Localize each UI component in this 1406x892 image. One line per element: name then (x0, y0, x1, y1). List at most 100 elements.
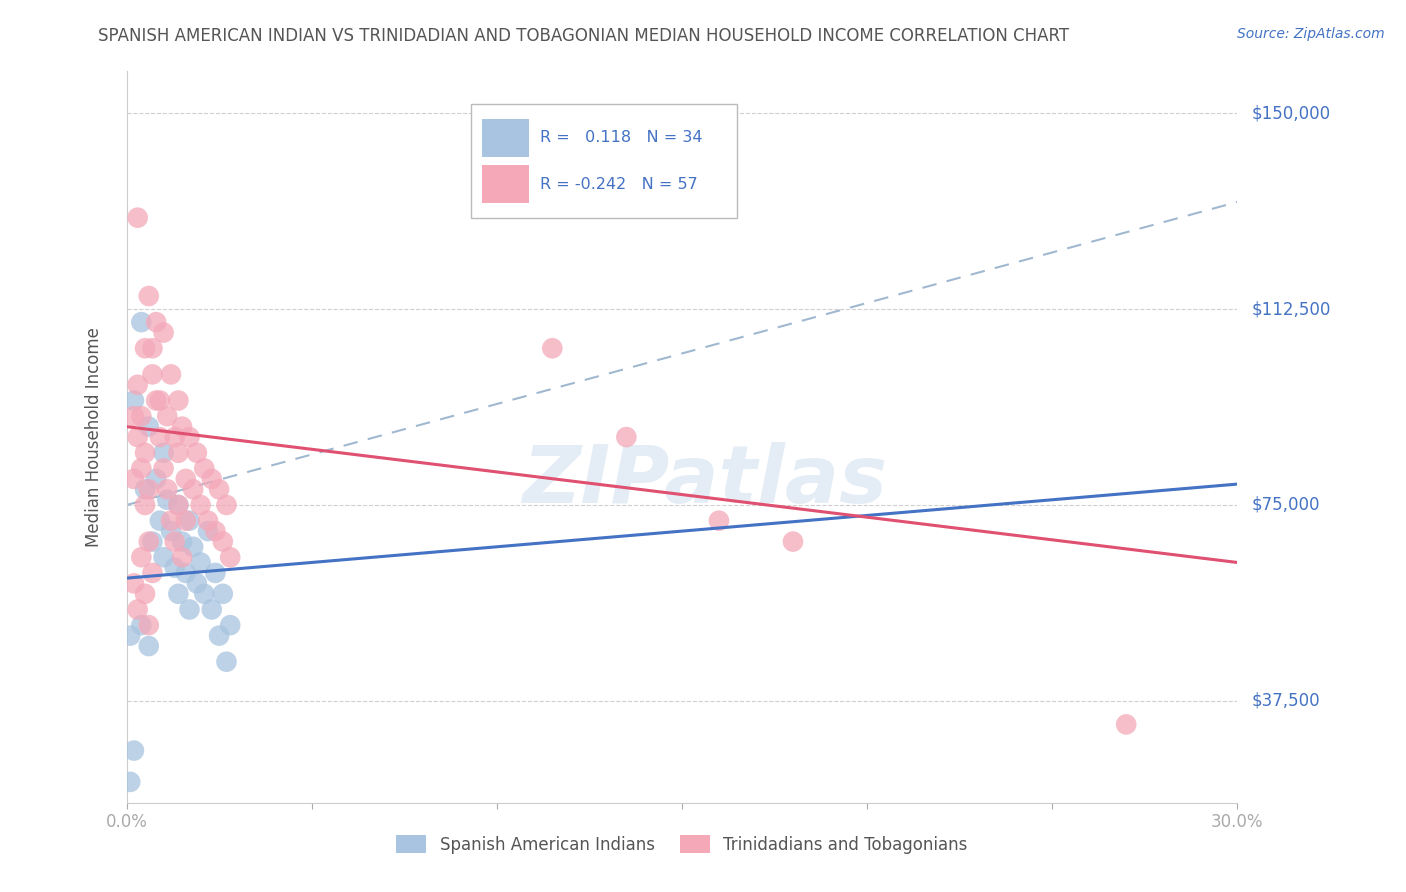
Point (160, 514, 183, 528)
Point (131, 618, 153, 632)
FancyBboxPatch shape (482, 165, 529, 203)
Point (149, 430, 172, 444)
Point (156, 483, 179, 497)
Point (141, 534, 163, 549)
Point (152, 446, 174, 460)
Point (208, 629, 231, 643)
Point (172, 550, 194, 565)
Point (120, 775, 142, 789)
Point (127, 211, 149, 225)
Point (149, 393, 172, 408)
Point (134, 498, 156, 512)
Point (122, 743, 145, 757)
Point (134, 587, 156, 601)
Point (186, 446, 208, 460)
Point (138, 639, 160, 653)
Point (193, 587, 215, 601)
Point (219, 550, 242, 565)
Point (131, 315, 153, 329)
Point (131, 409, 153, 424)
Point (707, 514, 730, 528)
Point (541, 341, 564, 355)
Point (145, 315, 167, 329)
Point (156, 492, 179, 507)
Point (172, 534, 194, 549)
Text: $150,000: $150,000 (1251, 104, 1330, 122)
Point (163, 560, 186, 574)
Point (204, 566, 226, 580)
Point (127, 377, 149, 392)
Point (138, 419, 160, 434)
Point (122, 393, 145, 408)
Point (167, 498, 190, 512)
FancyBboxPatch shape (482, 119, 529, 157)
Point (190, 556, 212, 570)
Point (127, 430, 149, 444)
Point (152, 461, 174, 475)
Point (181, 540, 204, 554)
Point (197, 524, 219, 538)
Point (120, 629, 142, 643)
Point (782, 534, 804, 549)
Text: $75,000: $75,000 (1251, 496, 1320, 514)
Point (219, 618, 242, 632)
Y-axis label: Median Household Income: Median Household Income (84, 327, 103, 547)
Point (160, 524, 183, 538)
Point (152, 326, 174, 340)
Point (152, 550, 174, 565)
FancyBboxPatch shape (471, 104, 738, 218)
Point (122, 576, 145, 591)
Text: R = -0.242   N = 57: R = -0.242 N = 57 (540, 177, 697, 192)
Point (134, 446, 156, 460)
Text: R =   0.118   N = 34: R = 0.118 N = 34 (540, 130, 702, 145)
Legend: Spanish American Indians, Trinidadians and Tobagonians: Spanish American Indians, Trinidadians a… (389, 829, 974, 860)
Point (211, 534, 233, 549)
Point (167, 393, 190, 408)
Point (179, 514, 201, 528)
Point (141, 341, 163, 355)
Point (197, 514, 219, 528)
Point (141, 566, 163, 580)
Point (179, 602, 201, 616)
Point (138, 289, 160, 303)
Point (174, 514, 197, 528)
Point (134, 341, 156, 355)
Point (193, 461, 215, 475)
Point (201, 602, 224, 616)
Point (215, 498, 238, 512)
Point (204, 524, 226, 538)
Point (122, 409, 145, 424)
Point (160, 368, 183, 382)
Point (145, 393, 167, 408)
Point (138, 618, 160, 632)
Point (211, 587, 233, 601)
Point (138, 483, 160, 497)
Point (167, 498, 190, 512)
Point (179, 430, 201, 444)
Point (163, 430, 186, 444)
Point (167, 446, 190, 460)
Point (138, 534, 160, 549)
Text: SPANISH AMERICAN INDIAN VS TRINIDADIAN AND TOBAGONIAN MEDIAN HOUSEHOLD INCOME CO: SPANISH AMERICAN INDIAN VS TRINIDADIAN A… (98, 27, 1070, 45)
Point (134, 483, 156, 497)
Text: $37,500: $37,500 (1251, 692, 1320, 710)
Point (149, 514, 172, 528)
Point (131, 550, 153, 565)
Point (181, 483, 204, 497)
Point (167, 587, 190, 601)
Point (127, 602, 149, 616)
Point (145, 472, 167, 486)
Point (1115, 717, 1137, 731)
Text: $112,500: $112,500 (1251, 300, 1330, 318)
Point (174, 566, 197, 580)
Point (174, 472, 197, 486)
Point (186, 576, 208, 591)
Point (156, 409, 179, 424)
Point (122, 472, 145, 486)
Point (616, 430, 638, 444)
Point (190, 498, 212, 512)
Point (201, 472, 224, 486)
Text: Source: ZipAtlas.com: Source: ZipAtlas.com (1237, 27, 1385, 41)
Point (215, 655, 238, 669)
Point (131, 461, 153, 475)
